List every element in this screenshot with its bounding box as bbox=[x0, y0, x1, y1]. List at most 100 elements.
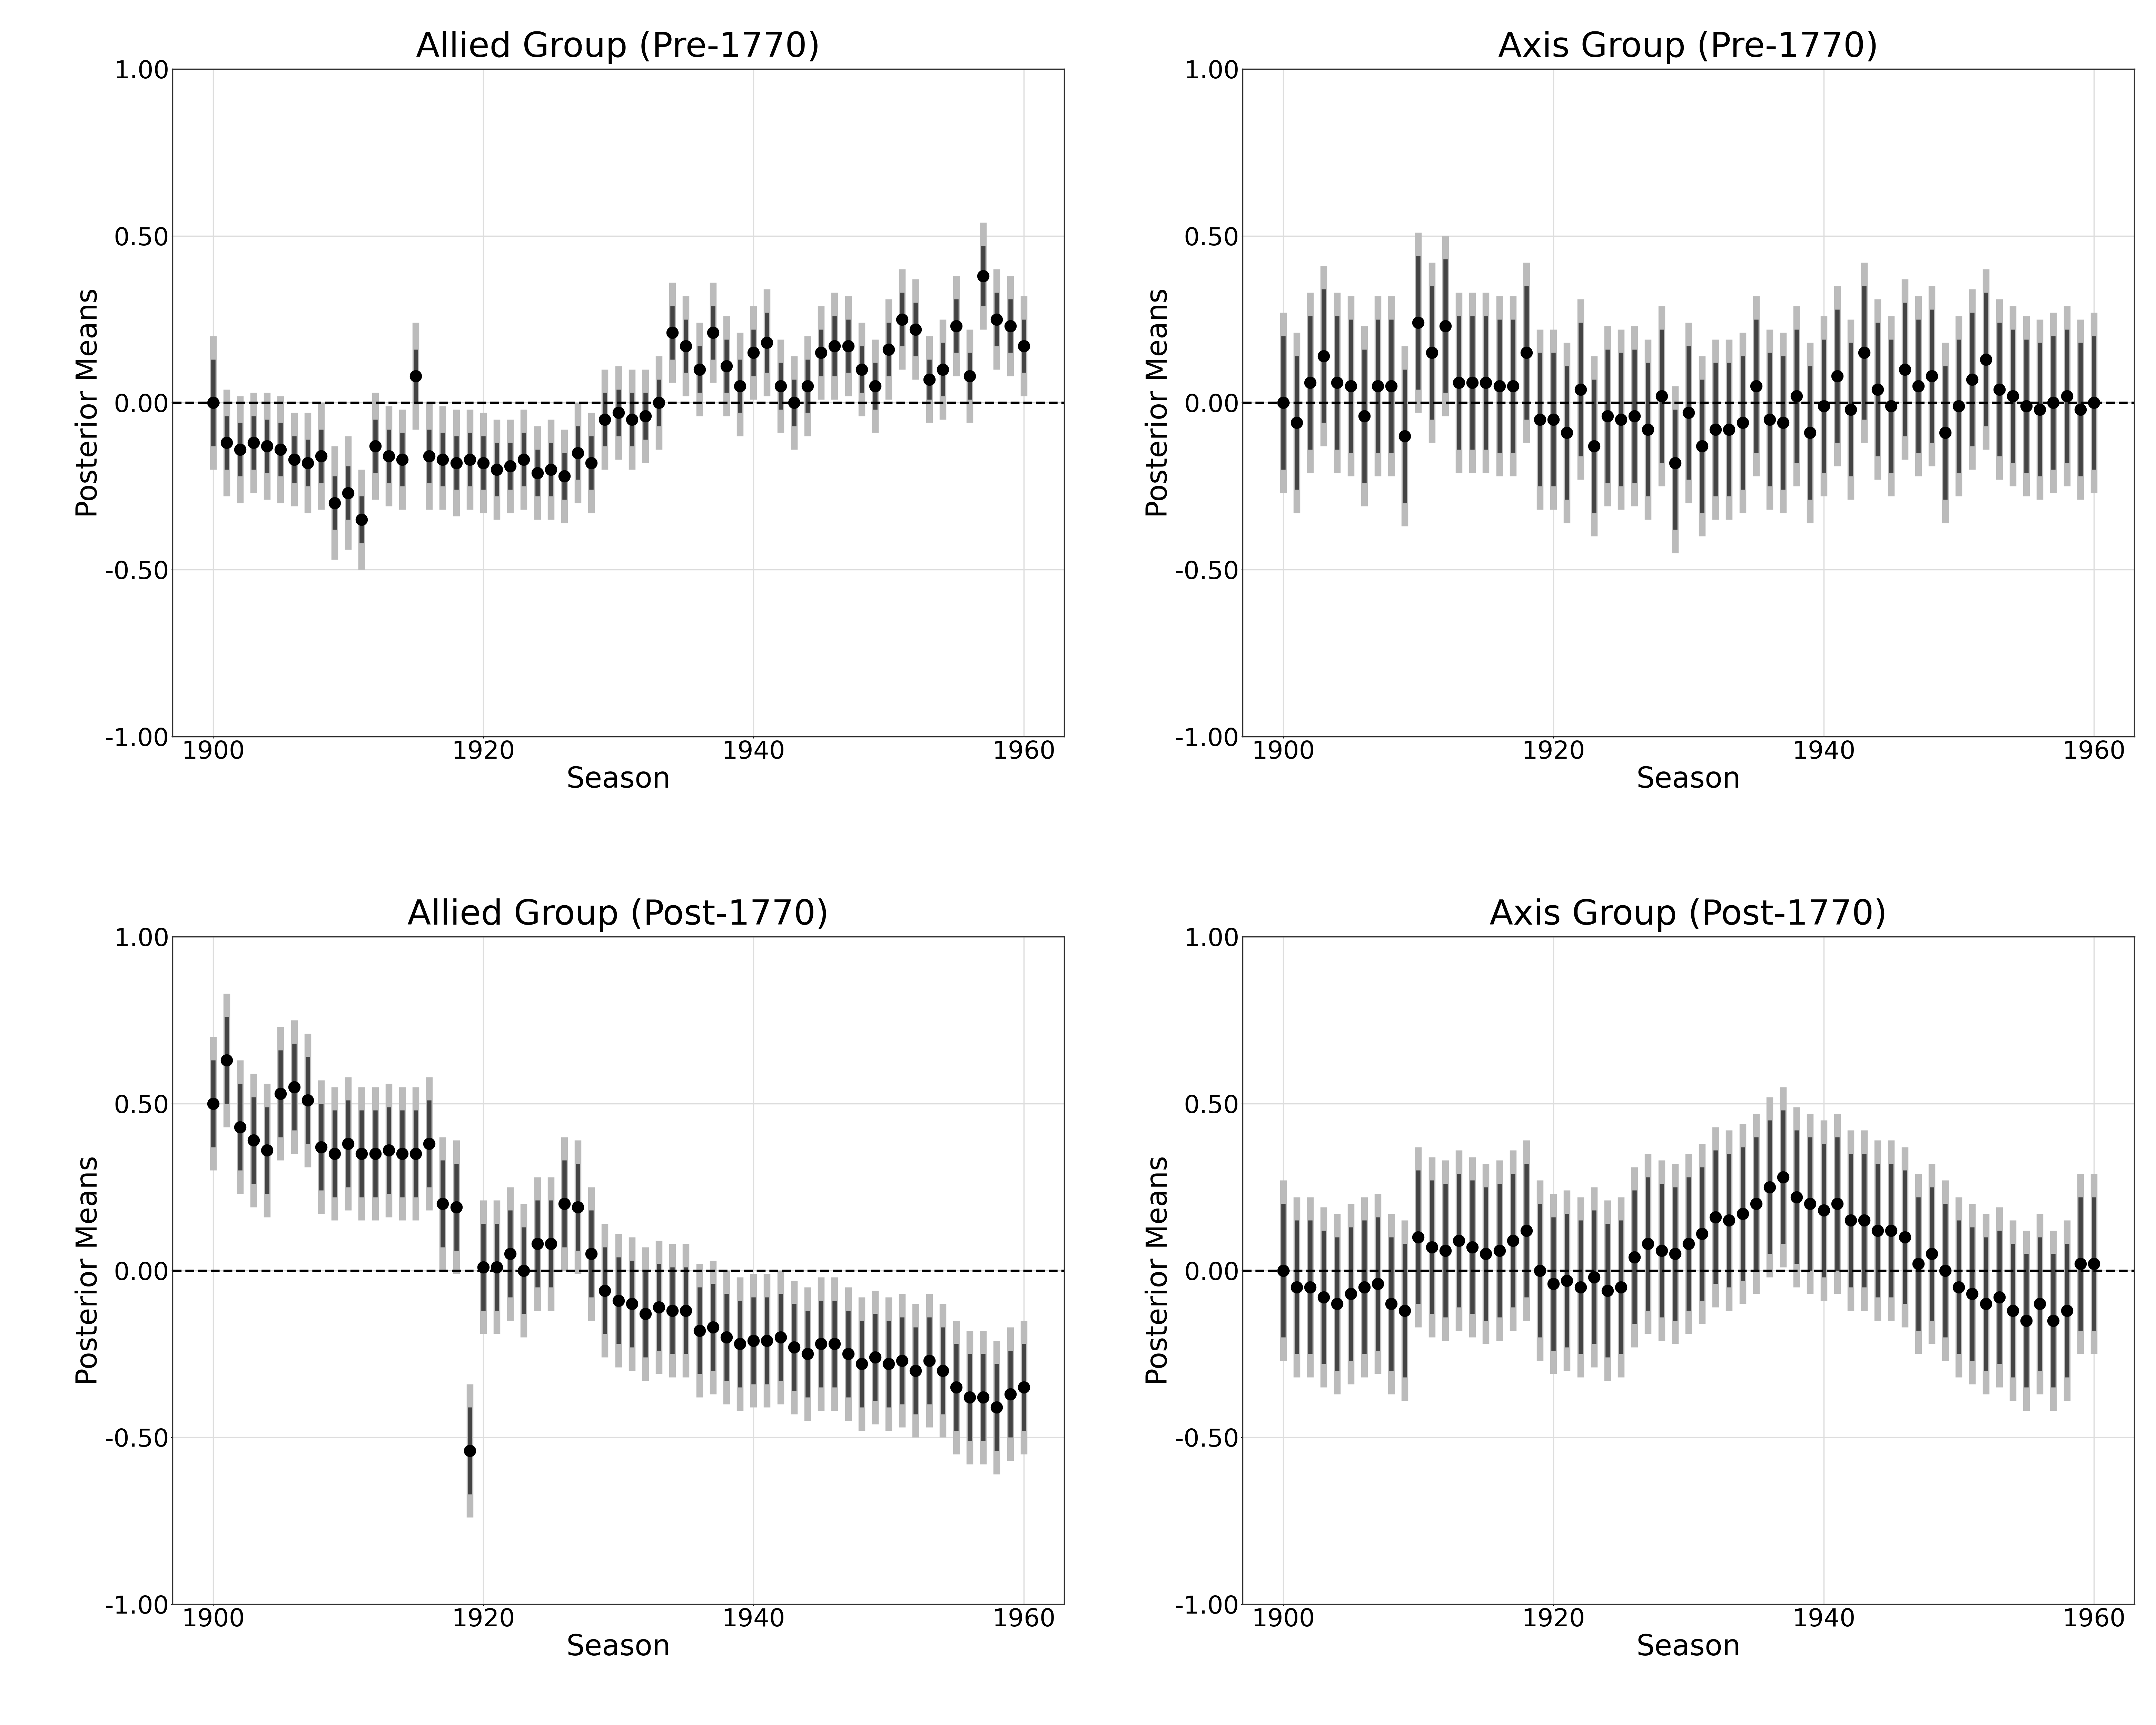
Y-axis label: Posterior Means: Posterior Means bbox=[75, 288, 103, 518]
Point bbox=[994, 1380, 1028, 1408]
Point bbox=[1266, 1258, 1300, 1285]
Point bbox=[1699, 416, 1733, 443]
Point bbox=[196, 1090, 231, 1118]
Point bbox=[791, 1340, 826, 1368]
Point bbox=[979, 1394, 1013, 1421]
Point bbox=[1725, 1201, 1759, 1228]
Point bbox=[222, 436, 257, 464]
Point bbox=[763, 1323, 798, 1351]
Y-axis label: Posterior Means: Posterior Means bbox=[1145, 1156, 1173, 1385]
Point bbox=[1886, 355, 1921, 383]
Point bbox=[735, 338, 770, 366]
Point bbox=[681, 1316, 716, 1344]
Point bbox=[1576, 1263, 1611, 1290]
Point bbox=[2076, 388, 2111, 416]
Y-axis label: Posterior Means: Posterior Means bbox=[75, 1156, 103, 1385]
Point bbox=[507, 445, 541, 473]
Point bbox=[440, 448, 474, 476]
Point bbox=[2022, 1290, 2057, 1318]
Point bbox=[548, 462, 582, 490]
Point bbox=[1550, 1266, 1585, 1294]
Point bbox=[1401, 309, 1436, 336]
Point bbox=[1725, 409, 1759, 436]
Point bbox=[1563, 1273, 1598, 1301]
Point bbox=[1442, 1226, 1477, 1254]
Point bbox=[1807, 392, 1841, 419]
Point bbox=[966, 1383, 1000, 1411]
Point bbox=[1848, 338, 1882, 366]
Point bbox=[817, 1330, 852, 1358]
Point bbox=[1455, 369, 1490, 397]
Point bbox=[533, 455, 567, 483]
Title: Axis Group (Post-1770): Axis Group (Post-1770) bbox=[1490, 899, 1886, 931]
Point bbox=[709, 1323, 744, 1351]
Point bbox=[994, 312, 1028, 340]
Point bbox=[884, 1347, 918, 1375]
Point bbox=[1468, 369, 1503, 397]
Point bbox=[425, 445, 459, 473]
Point bbox=[858, 373, 893, 400]
Point bbox=[642, 388, 677, 416]
Point bbox=[1414, 338, 1449, 366]
Point bbox=[776, 388, 811, 416]
X-axis label: Season: Season bbox=[1636, 766, 1740, 793]
Point bbox=[479, 455, 513, 483]
Point bbox=[1319, 369, 1354, 397]
Point bbox=[1604, 405, 1639, 433]
Point bbox=[1981, 376, 2016, 404]
Point bbox=[912, 1347, 946, 1375]
Point bbox=[1550, 419, 1585, 447]
Point bbox=[1617, 1244, 1651, 1271]
Point bbox=[1684, 433, 1718, 461]
Point bbox=[871, 336, 906, 364]
Point bbox=[561, 438, 595, 466]
Point bbox=[627, 1301, 662, 1328]
Point bbox=[371, 442, 405, 469]
Point bbox=[1740, 1190, 1774, 1218]
Point bbox=[899, 316, 934, 343]
Point bbox=[1442, 369, 1477, 397]
Point bbox=[1307, 342, 1341, 369]
Point bbox=[1955, 1280, 1990, 1308]
Point bbox=[1414, 1233, 1449, 1261]
Point bbox=[520, 459, 554, 486]
Point bbox=[953, 362, 987, 390]
Title: Allied Group (Pre-1770): Allied Group (Pre-1770) bbox=[416, 31, 821, 64]
Point bbox=[1630, 1230, 1664, 1258]
Point bbox=[548, 1190, 582, 1218]
Title: Axis Group (Pre-1770): Axis Group (Pre-1770) bbox=[1498, 31, 1878, 64]
Point bbox=[1968, 1290, 2003, 1318]
Point bbox=[938, 1373, 972, 1401]
Point bbox=[1266, 388, 1300, 416]
Point bbox=[871, 1351, 906, 1378]
Point bbox=[533, 1230, 567, 1258]
Point bbox=[1481, 373, 1516, 400]
Point bbox=[1279, 409, 1313, 436]
Point bbox=[304, 442, 338, 469]
Title: Allied Group (Post-1770): Allied Group (Post-1770) bbox=[407, 899, 830, 931]
Point bbox=[1481, 1237, 1516, 1264]
Point bbox=[1996, 383, 2031, 411]
Point bbox=[899, 1358, 934, 1385]
Point bbox=[1563, 376, 1598, 404]
Point bbox=[1820, 1190, 1854, 1218]
Point bbox=[1779, 383, 1813, 411]
Point bbox=[317, 1140, 351, 1168]
Point bbox=[1537, 1270, 1572, 1297]
Point bbox=[291, 1087, 326, 1114]
Point bbox=[1794, 1190, 1828, 1218]
Point bbox=[1671, 398, 1705, 426]
Point bbox=[399, 362, 433, 390]
X-axis label: Season: Season bbox=[567, 1634, 671, 1661]
Point bbox=[602, 1287, 636, 1314]
Point bbox=[1848, 1206, 1882, 1233]
Point bbox=[1279, 1273, 1313, 1301]
Point bbox=[589, 1276, 623, 1304]
Point bbox=[804, 338, 839, 366]
Point bbox=[1591, 402, 1626, 430]
Point bbox=[263, 436, 298, 464]
Point bbox=[1943, 392, 1977, 419]
Point bbox=[1658, 1240, 1692, 1268]
Point bbox=[1509, 1216, 1544, 1244]
Point bbox=[1360, 373, 1395, 400]
